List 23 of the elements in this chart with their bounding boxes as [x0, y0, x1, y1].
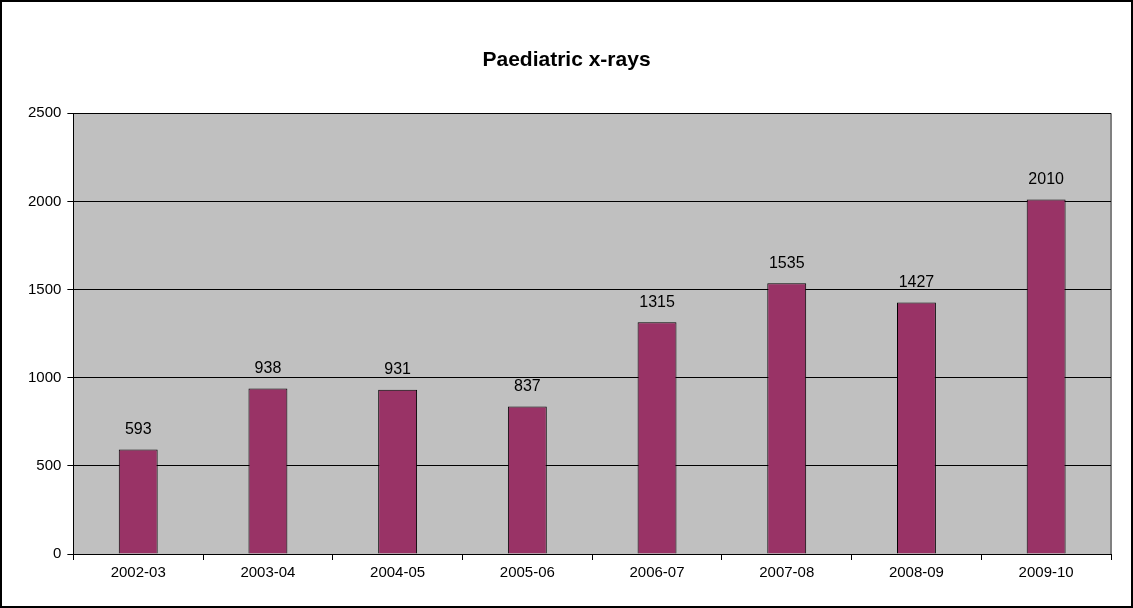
y-tick-label: 0 — [53, 544, 62, 562]
x-tick-label: 2005-06 — [499, 563, 555, 581]
x-tick-label: 2003-04 — [240, 563, 296, 581]
y-tick-label: 2500 — [27, 103, 62, 121]
chart-title: Paediatric x-rays — [482, 47, 651, 71]
data-label: 931 — [384, 360, 412, 378]
y-tick-label: 2000 — [27, 191, 62, 209]
data-label: 1427 — [898, 272, 935, 290]
x-tick-label: 2009-10 — [1018, 563, 1074, 581]
data-label: 593 — [124, 419, 152, 437]
data-label: 938 — [254, 359, 282, 377]
data-label: 1315 — [639, 292, 675, 310]
data-label: 2010 — [1028, 170, 1065, 187]
x-tick-label: 2008-09 — [888, 563, 944, 581]
x-tick-label: 2006-07 — [629, 563, 685, 581]
data-label: 1535 — [768, 253, 805, 271]
x-tick-label: 2002-03 — [110, 563, 166, 581]
x-tick-label: 2004-05 — [370, 563, 426, 581]
x-tick-label: 2007-08 — [759, 563, 815, 581]
y-tick-label: 500 — [36, 455, 62, 473]
y-tick-label: 1500 — [27, 279, 62, 297]
data-label: 837 — [513, 376, 541, 394]
y-tick-label: 1000 — [27, 367, 62, 385]
